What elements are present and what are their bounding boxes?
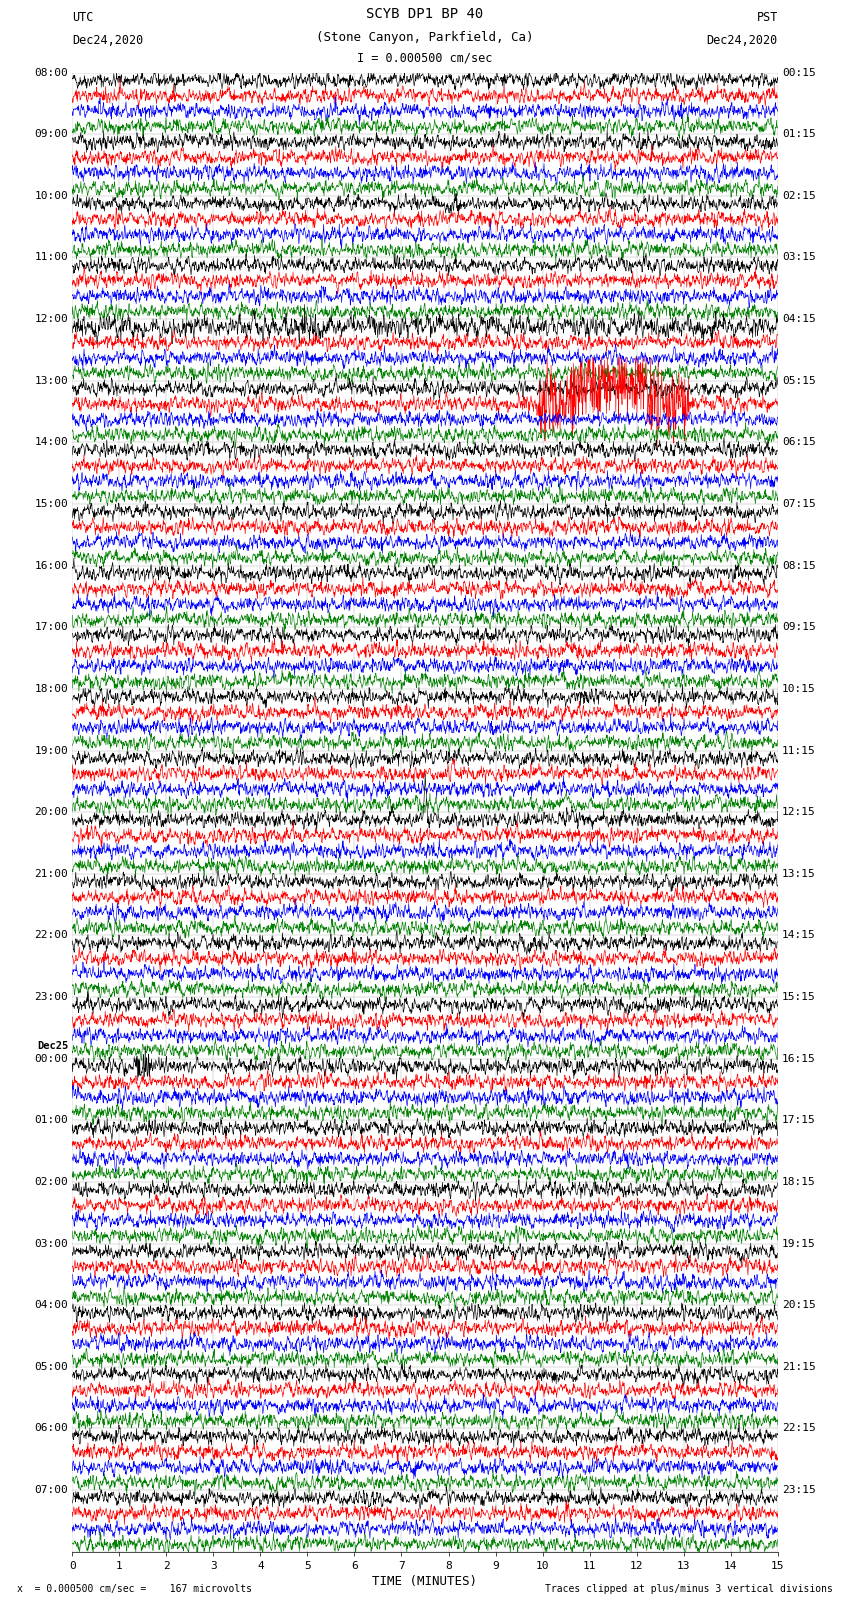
Text: 02:00: 02:00	[34, 1177, 68, 1187]
Text: UTC: UTC	[72, 11, 94, 24]
Text: 14:15: 14:15	[782, 931, 816, 940]
Text: 22:15: 22:15	[782, 1423, 816, 1434]
Text: 04:15: 04:15	[782, 315, 816, 324]
Text: (Stone Canyon, Parkfield, Ca): (Stone Canyon, Parkfield, Ca)	[316, 31, 534, 44]
Text: 14:00: 14:00	[34, 437, 68, 447]
Text: 02:15: 02:15	[782, 190, 816, 202]
Text: 05:15: 05:15	[782, 376, 816, 386]
Text: x  = 0.000500 cm/sec =    167 microvolts: x = 0.000500 cm/sec = 167 microvolts	[17, 1584, 252, 1594]
Text: 18:00: 18:00	[34, 684, 68, 694]
Text: 01:15: 01:15	[782, 129, 816, 139]
Text: 13:00: 13:00	[34, 376, 68, 386]
Text: 17:15: 17:15	[782, 1115, 816, 1126]
Text: Dec24,2020: Dec24,2020	[706, 34, 778, 47]
Text: 00:00: 00:00	[34, 1053, 68, 1063]
Text: 06:00: 06:00	[34, 1423, 68, 1434]
Text: 01:00: 01:00	[34, 1115, 68, 1126]
Text: 11:00: 11:00	[34, 253, 68, 263]
Text: 05:00: 05:00	[34, 1361, 68, 1371]
Text: 19:15: 19:15	[782, 1239, 816, 1248]
Text: 21:00: 21:00	[34, 869, 68, 879]
Text: 20:15: 20:15	[782, 1300, 816, 1310]
Text: Dec25: Dec25	[37, 1040, 68, 1050]
Text: 12:00: 12:00	[34, 315, 68, 324]
Text: 19:00: 19:00	[34, 745, 68, 755]
X-axis label: TIME (MINUTES): TIME (MINUTES)	[372, 1574, 478, 1587]
Text: 20:00: 20:00	[34, 806, 68, 818]
Text: 15:00: 15:00	[34, 498, 68, 510]
Text: 21:15: 21:15	[782, 1361, 816, 1371]
Text: Traces clipped at plus/minus 3 vertical divisions: Traces clipped at plus/minus 3 vertical …	[545, 1584, 833, 1594]
Text: 08:15: 08:15	[782, 561, 816, 571]
Text: 03:15: 03:15	[782, 253, 816, 263]
Text: 09:00: 09:00	[34, 129, 68, 139]
Text: 09:15: 09:15	[782, 623, 816, 632]
Text: 03:00: 03:00	[34, 1239, 68, 1248]
Text: 12:15: 12:15	[782, 806, 816, 818]
Text: 07:15: 07:15	[782, 498, 816, 510]
Text: 23:15: 23:15	[782, 1486, 816, 1495]
Text: I = 0.000500 cm/sec: I = 0.000500 cm/sec	[357, 52, 493, 65]
Text: 08:00: 08:00	[34, 68, 68, 77]
Text: Dec24,2020: Dec24,2020	[72, 34, 144, 47]
Text: 23:00: 23:00	[34, 992, 68, 1002]
Text: PST: PST	[756, 11, 778, 24]
Text: 16:00: 16:00	[34, 561, 68, 571]
Text: 15:15: 15:15	[782, 992, 816, 1002]
Text: 22:00: 22:00	[34, 931, 68, 940]
Text: 18:15: 18:15	[782, 1177, 816, 1187]
Text: SCYB DP1 BP 40: SCYB DP1 BP 40	[366, 6, 484, 21]
Text: 10:00: 10:00	[34, 190, 68, 202]
Text: 04:00: 04:00	[34, 1300, 68, 1310]
Text: 11:15: 11:15	[782, 745, 816, 755]
Text: 17:00: 17:00	[34, 623, 68, 632]
Text: 07:00: 07:00	[34, 1486, 68, 1495]
Text: 10:15: 10:15	[782, 684, 816, 694]
Text: 00:15: 00:15	[782, 68, 816, 77]
Text: 06:15: 06:15	[782, 437, 816, 447]
Text: 13:15: 13:15	[782, 869, 816, 879]
Text: 16:15: 16:15	[782, 1053, 816, 1063]
